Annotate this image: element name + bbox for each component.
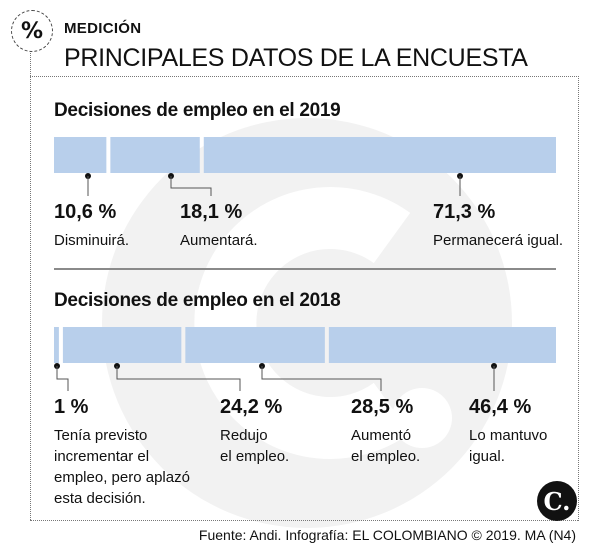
category-label-2019-1: Disminuirá. xyxy=(54,232,129,249)
frame-bottom-border xyxy=(30,520,578,521)
category-label-2018-4-line2: igual. xyxy=(469,448,505,465)
value-label-2018-4: 46,4 % xyxy=(469,396,531,418)
bar-segment-2018-3 xyxy=(185,327,325,363)
value-label-2018-1: 1 % xyxy=(54,396,89,418)
leader-line-2018-1 xyxy=(56,366,69,391)
source-credit: Fuente: Andi. Infografía: EL COLOMBIANO … xyxy=(198,527,576,543)
percent-icon: % xyxy=(11,10,53,52)
chart-title-2018: Decisiones de empleo en el 2018 xyxy=(54,290,341,311)
chart-title-2019: Decisiones de empleo en el 2019 xyxy=(54,100,341,121)
value-label-2019-3: 71,3 % xyxy=(433,201,495,223)
el-colombiano-logo: C. xyxy=(537,481,577,521)
category-label-2018-1-line4: esta decisión. xyxy=(54,490,146,507)
leader-line-2018-2 xyxy=(116,366,241,391)
value-label-2019-1: 10,6 % xyxy=(54,201,116,223)
leader-line-2018-3 xyxy=(261,366,382,391)
bar-segment-2019-1 xyxy=(54,137,107,173)
headline: PRINCIPALES DATOS DE LA ENCUESTA xyxy=(64,44,528,72)
category-label-2018-1-line2: incrementar el xyxy=(54,448,149,465)
category-label-2019-2: Aumentará. xyxy=(180,232,258,249)
value-label-2018-3: 28,5 % xyxy=(351,396,413,418)
leader-line-2019-2 xyxy=(170,176,212,196)
frame-left-border xyxy=(30,46,31,520)
kicker: MEDICIÓN xyxy=(64,20,142,37)
value-label-2018-2: 24,2 % xyxy=(220,396,282,418)
category-label-2018-1-line3: empleo, pero aplazó xyxy=(54,469,190,486)
bar-segment-2018-2 xyxy=(62,327,182,363)
category-label-2019-3: Permanecerá igual. xyxy=(433,232,563,249)
section-divider xyxy=(54,268,556,270)
bar-segment-2018-1 xyxy=(54,327,59,363)
category-label-2018-2-line1: Redujo xyxy=(220,427,268,444)
bar-segment-2018-4 xyxy=(328,327,556,363)
category-label-2018-4-line1: Lo mantuvo xyxy=(469,427,547,444)
category-label-2018-1-line1: Tenía previsto xyxy=(54,427,147,444)
value-label-2019-2: 18,1 % xyxy=(180,201,242,223)
bar-segment-2019-3 xyxy=(203,137,556,173)
category-label-2018-2-line2: el empleo. xyxy=(220,448,289,465)
category-label-2018-3-line2: el empleo. xyxy=(351,448,420,465)
bar-segment-2019-2 xyxy=(110,137,200,173)
watermark-logo xyxy=(102,118,512,528)
category-label-2018-3-line1: Aumentó xyxy=(351,427,411,444)
frame-border xyxy=(30,76,579,521)
